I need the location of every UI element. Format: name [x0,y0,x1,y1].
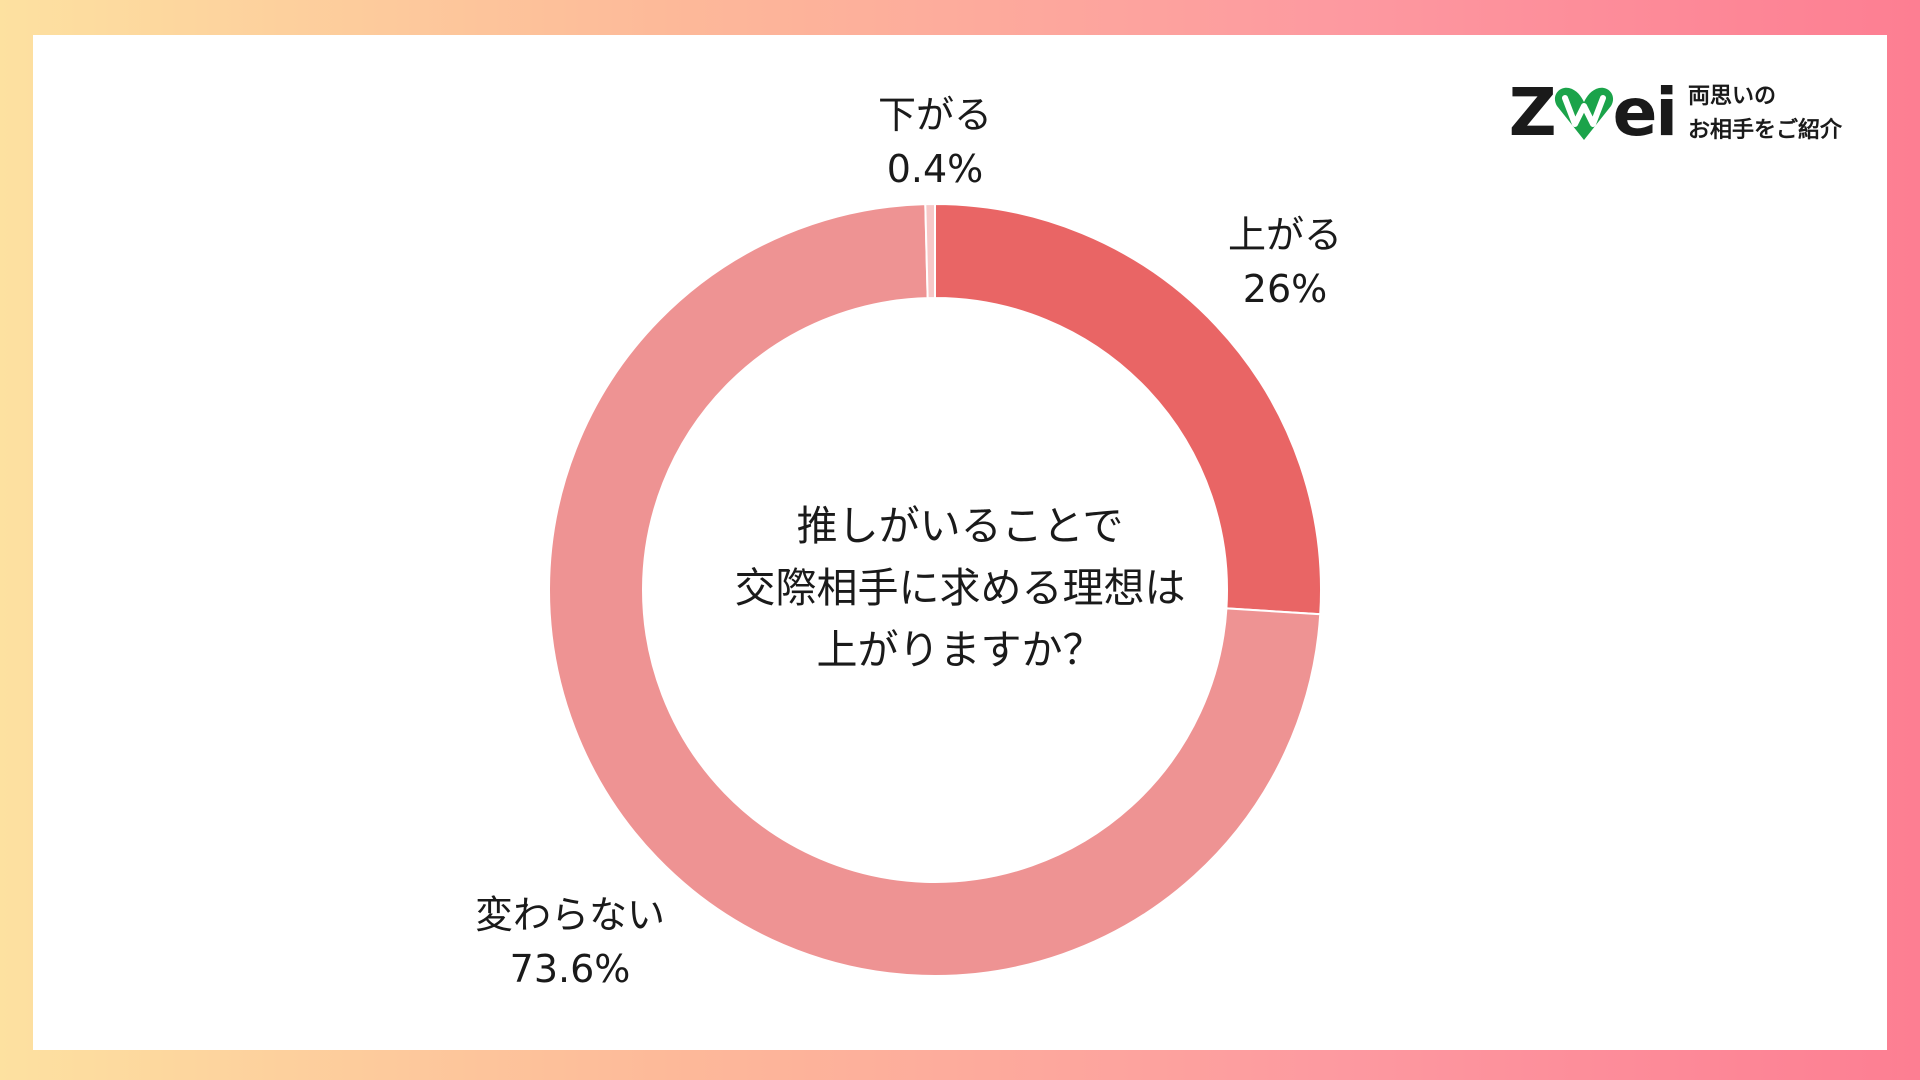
slice-label-sagaru-value: 0.4% [886,147,984,191]
slice-label-kawaranai-name: 変わらない [474,893,665,937]
logo-letters-ei: ei [1612,74,1678,151]
logo-letter-z: Z [1508,74,1557,151]
logo-wordmark: Z ei [1508,74,1678,151]
center-title-line-1: 推しがいることで [796,502,1124,550]
slice-label-sagaru: 下がる 0.4% [850,88,1020,196]
donut-slice-agaru [934,202,1322,616]
slice-label-kawaranai: 変わらない 73.6% [440,888,700,996]
slice-label-agaru: 上がる 26% [1200,208,1370,316]
donut-slice-kawaranai [548,203,1322,977]
slice-label-sagaru-name: 下がる [877,93,992,137]
slice-label-agaru-value: 26% [1242,267,1328,311]
heart-w-icon [1554,87,1613,140]
donut-slice-sagaru [924,202,936,300]
slice-label-agaru-name: 上がる [1227,213,1342,257]
zwei-logo: Z ei 両思いの お相手をご紹介 [1509,78,1842,148]
center-title-line-3: 上がりますか？ [816,626,1104,674]
logo-tagline-line-2: お相手をご紹介 [1687,117,1842,143]
chart-center-title: 推しがいることで 交際相手に求める理想は 上がりますか？ [640,495,1280,681]
center-title-line-2: 交際相手に求める理想は [734,564,1186,612]
donut-slices [548,202,1322,977]
slice-label-kawaranai-value: 73.6% [509,947,631,991]
logo-tagline: 両思いの お相手をご紹介 [1688,79,1842,147]
logo-tagline-line-1: 両思いの [1687,83,1776,109]
